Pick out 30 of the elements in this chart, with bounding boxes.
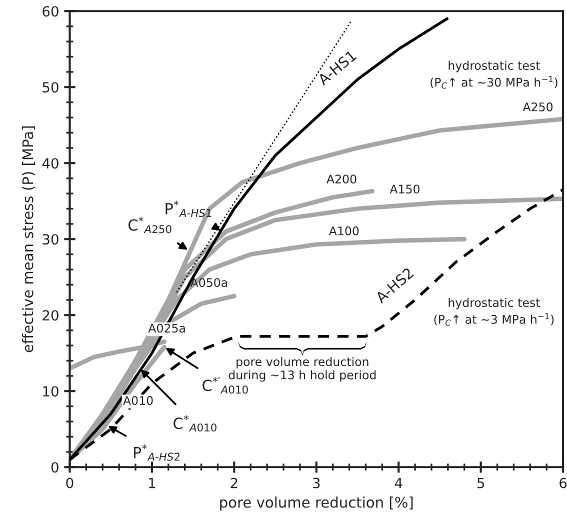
x-axis-title: pore volume reduction [%] xyxy=(220,496,413,511)
series-label: A050a xyxy=(190,278,228,288)
series-label: A200 xyxy=(326,174,356,184)
annotation: C$^{*}$$_{A250}$ xyxy=(128,216,172,234)
series-label: A150 xyxy=(390,184,420,194)
y-tick-label: 10 xyxy=(43,386,58,397)
x-tick-label: 1 xyxy=(149,478,156,488)
annotation: pore volume reduction during ~13 h hold period xyxy=(228,356,376,382)
series-label: A250 xyxy=(522,102,553,112)
y-axis-title: effective mean stress (P) [MPa] xyxy=(22,126,35,352)
y-tick-label: 30 xyxy=(42,234,58,245)
x-tick-label: 5 xyxy=(477,478,484,488)
annotation: hydrostatic test (P$_{C}$↑ at ~30 MPa h$^{−1}$) xyxy=(430,60,558,89)
annotation: P$^{*}$$_{A-HS2}$ xyxy=(134,444,180,461)
series-label: A025a xyxy=(148,324,185,333)
y-tick-label: 60 xyxy=(42,6,58,17)
y-tick-label: 40 xyxy=(42,158,58,169)
y-tick-label: 0 xyxy=(51,462,58,473)
x-tick-label: 2 xyxy=(230,478,238,488)
y-tick-label: 20 xyxy=(42,310,58,321)
annotation: C$^{*}$$_{A010}$ xyxy=(174,415,216,432)
annotation: hydrostatic test (P$_{C}$↑ at ~3 MPa h$^{−1}$) xyxy=(434,298,554,326)
x-tick-label: 3 xyxy=(313,478,320,488)
annotation: P$^{*}$$_{A-HS1}$ xyxy=(166,200,212,217)
x-tick-label: 4 xyxy=(394,478,402,488)
x-tick-label: 0 xyxy=(66,478,74,488)
x-tick-label: 6 xyxy=(560,478,567,488)
y-tick-label: 50 xyxy=(42,82,58,93)
series-label: A010 xyxy=(123,396,153,405)
series-label: A100 xyxy=(328,226,359,236)
